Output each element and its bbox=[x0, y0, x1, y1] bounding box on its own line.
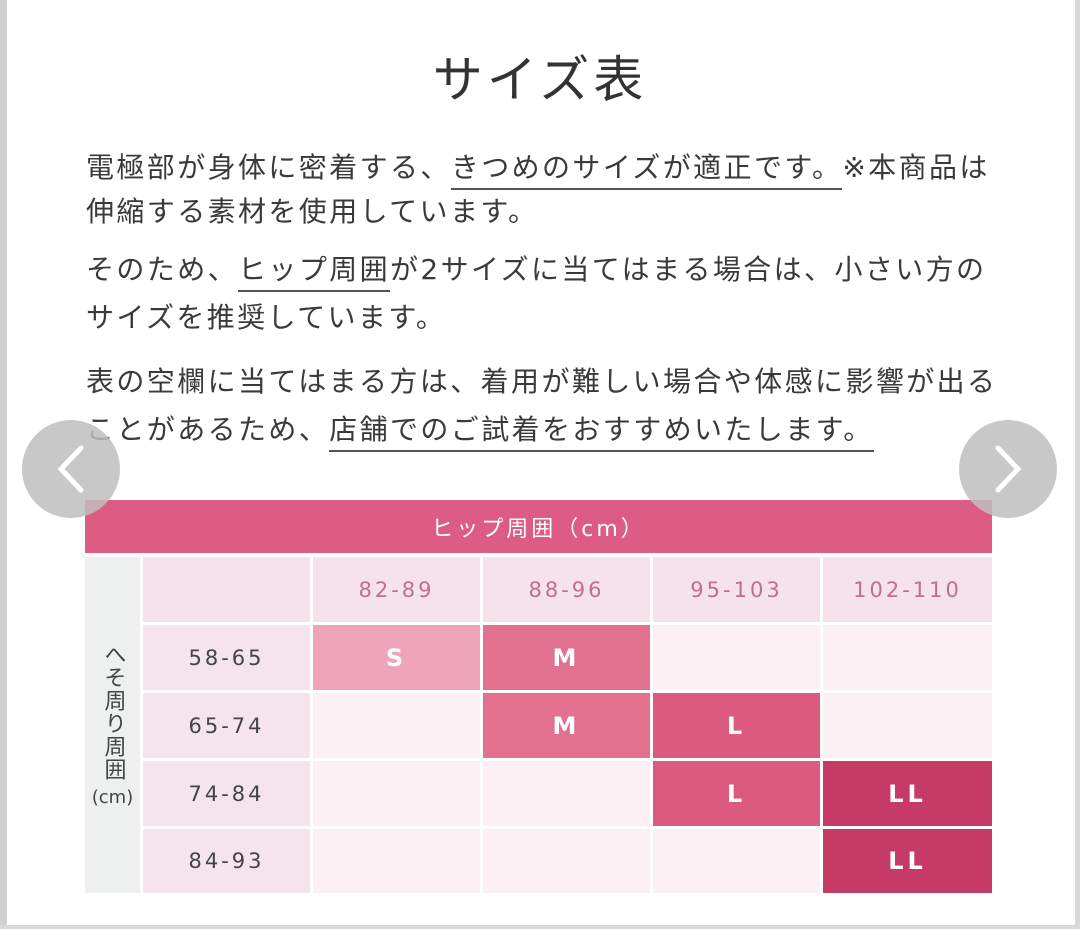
row-axis-unit: (cm) bbox=[91, 786, 134, 808]
size-cell: M bbox=[483, 693, 650, 758]
column-header: 95-103 bbox=[653, 557, 820, 622]
left-border bbox=[0, 0, 7, 929]
text-line: ことがあるため、店舗でのご試着をおすすめいたします。 bbox=[86, 410, 874, 452]
text-line: 電極部が身体に密着する、きつめのサイズが適正です。※本商品は bbox=[86, 148, 990, 190]
table-corner-cell bbox=[143, 557, 310, 622]
column-header: 88-96 bbox=[483, 557, 650, 622]
row-header: 84-93 bbox=[143, 829, 310, 893]
empty-cell bbox=[653, 625, 820, 690]
row-header: 65-74 bbox=[143, 693, 310, 758]
text-line: そのため、ヒップ周囲が2サイズに当てはまる場合は、小さい方の bbox=[86, 250, 987, 292]
underlined-text: ヒップ周囲 bbox=[238, 253, 391, 292]
underlined-text: きつめのサイズが適正です。 bbox=[450, 151, 843, 190]
empty-cell bbox=[313, 829, 480, 893]
row-axis-label: へそ周り周囲 (cm) bbox=[85, 557, 140, 893]
page-title: サイズ表 bbox=[432, 51, 648, 109]
empty-cell bbox=[823, 693, 992, 758]
size-cell: LL bbox=[823, 761, 992, 826]
text-line: 伸縮する素材を使用しています。 bbox=[86, 192, 538, 232]
underlined-text: 店舗でのご試着をおすすめいたします。 bbox=[329, 413, 874, 452]
right-border bbox=[1075, 0, 1080, 929]
text-segment: 電極部が身体に密着する、 bbox=[86, 151, 451, 184]
empty-cell bbox=[823, 625, 992, 690]
size-cell: L bbox=[653, 761, 820, 826]
column-header: 82-89 bbox=[313, 557, 480, 622]
table-header-hip: ヒップ周囲（cm） bbox=[85, 500, 992, 553]
chevron-left-icon bbox=[57, 445, 84, 493]
row-header: 74-84 bbox=[143, 761, 310, 826]
size-cell: S bbox=[313, 625, 480, 690]
empty-cell bbox=[483, 761, 650, 826]
empty-cell bbox=[313, 761, 480, 826]
chevron-right-icon bbox=[995, 445, 1022, 493]
prev-slide-button[interactable] bbox=[22, 420, 120, 518]
empty-cell bbox=[483, 829, 650, 893]
size-cell: LL bbox=[823, 829, 992, 893]
text-segment: ことがあるため、 bbox=[86, 413, 330, 446]
text-segment: サイズを推奨しています。 bbox=[86, 301, 447, 334]
text-segment: ※本商品は bbox=[842, 151, 990, 184]
size-cell: M bbox=[483, 625, 650, 690]
column-header: 102-110 bbox=[823, 557, 992, 622]
text-line: サイズを推奨しています。 bbox=[86, 298, 446, 338]
row-axis-title: へそ周り周囲 bbox=[100, 642, 126, 781]
next-slide-button[interactable] bbox=[959, 420, 1057, 518]
empty-cell bbox=[653, 829, 820, 893]
bottom-border bbox=[0, 925, 1080, 929]
text-segment: 表の空欄に当てはまる方は、着用が難しい場合や体感に影響が出る bbox=[86, 365, 998, 398]
empty-cell bbox=[313, 693, 480, 758]
row-header: 58-65 bbox=[143, 625, 310, 690]
size-cell: L bbox=[653, 693, 820, 758]
text-segment: 伸縮する素材を使用しています。 bbox=[86, 195, 539, 228]
text-line: 表の空欄に当てはまる方は、着用が難しい場合や体感に影響が出る bbox=[86, 362, 997, 402]
text-segment: が2サイズに当てはまる場合は、小さい方の bbox=[390, 253, 987, 286]
text-segment: そのため、 bbox=[86, 253, 239, 286]
